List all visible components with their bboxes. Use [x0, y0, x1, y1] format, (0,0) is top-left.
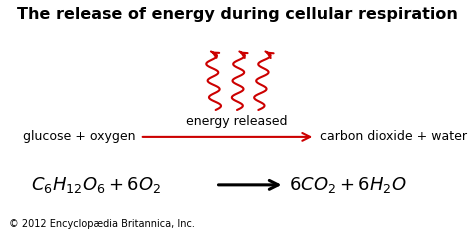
Text: $6\mathit{C}\mathit{O}_2 + 6\mathit{H}_2\mathit{O}$: $6\mathit{C}\mathit{O}_2 + 6\mathit{H}_2… [289, 175, 407, 195]
Text: glucose + oxygen: glucose + oxygen [23, 130, 135, 143]
Text: energy released: energy released [186, 115, 288, 128]
Text: © 2012 Encyclopædia Britannica, Inc.: © 2012 Encyclopædia Britannica, Inc. [9, 219, 195, 229]
Text: carbon dioxide + water: carbon dioxide + water [320, 130, 467, 143]
Text: The release of energy during cellular respiration: The release of energy during cellular re… [17, 7, 457, 22]
Text: $\mathit{C}_6\mathit{H}_{12}\mathit{O}_6 + 6\mathit{O}_2$: $\mathit{C}_6\mathit{H}_{12}\mathit{O}_6… [31, 175, 161, 195]
